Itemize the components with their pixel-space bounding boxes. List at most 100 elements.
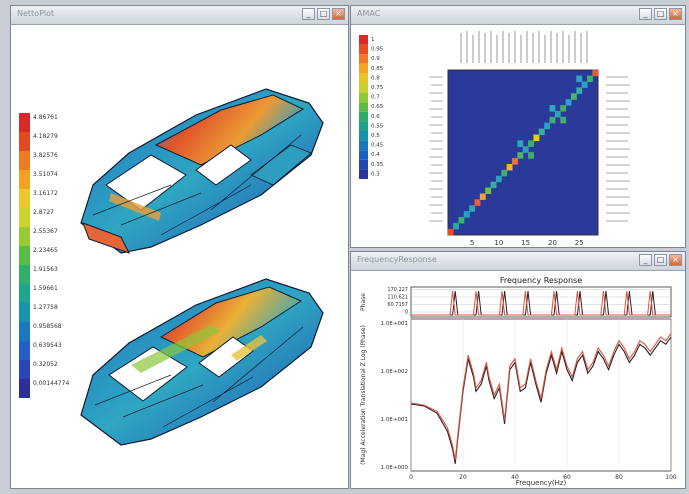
legend-swatch	[359, 159, 368, 170]
frf-window-titlebar[interactable]: FrequencyResponse _ □ ×	[351, 252, 685, 271]
legend-swatch	[19, 113, 30, 132]
car-body-mode-bottom	[80, 278, 324, 446]
mac-cell	[576, 75, 583, 83]
legend-swatch	[19, 265, 30, 284]
minimize-button[interactable]: _	[302, 8, 315, 20]
legend-swatch	[19, 170, 30, 189]
close-button[interactable]: ×	[669, 8, 682, 20]
legend-value: 4.86761	[33, 114, 58, 121]
mac-cell	[533, 134, 540, 142]
legend-swatch	[359, 92, 368, 103]
legend-value: 0.32052	[33, 361, 58, 368]
frequency-axis: 0 20 40 60 80 100	[409, 319, 677, 481]
mac-cell	[463, 211, 470, 218]
frequency-axis-label: Frequency(Hz)	[516, 479, 567, 487]
contour-canvas[interactable]: 4.86761 4.18279 3.82576 3.51074 3.16172 2.872…	[11, 25, 348, 489]
magnitude-line-1	[410, 336, 672, 464]
mac-cell	[517, 152, 524, 159]
magnitude-axis-label: (Mag) Acceleration Translational Z Log (…	[360, 325, 367, 465]
mac-cell	[549, 105, 556, 112]
legend-value: 1.27758	[33, 304, 58, 311]
legend-value: 3.16172	[33, 190, 58, 197]
mac-cell	[565, 99, 572, 106]
legend-value: 0.639543	[33, 342, 62, 349]
mac-cell	[560, 105, 567, 112]
magnitude-tick: 1.0E+001	[381, 321, 408, 327]
maximize-button[interactable]: □	[654, 8, 667, 20]
minimize-button[interactable]: _	[639, 254, 652, 266]
close-button[interactable]: ×	[669, 254, 682, 266]
legend-swatch	[19, 360, 30, 379]
phase-line-2	[411, 290, 671, 316]
contour-legend: 4.86761 4.18279 3.82576 3.51074 3.16172 2.872…	[19, 113, 69, 398]
mac-cell	[447, 228, 454, 236]
legend-swatch	[19, 189, 30, 208]
frf-chart-title: Frequency Response	[500, 276, 582, 285]
mac-row-labels-left	[429, 76, 443, 222]
phase-tick: 0	[405, 310, 408, 316]
contour-window-title: NettoPlot	[17, 9, 55, 18]
contour-window-titlebar[interactable]: NettoPlot _ □ ×	[11, 6, 348, 25]
legend-value: 0.8	[371, 75, 380, 81]
legend-value: 2.55367	[33, 228, 58, 235]
legend-value: 1.91563	[33, 266, 58, 273]
frequency-tick: 40	[511, 474, 519, 481]
mac-cell	[490, 181, 497, 189]
mac-cell	[554, 110, 561, 118]
frequency-tick: 100	[665, 474, 677, 481]
legend-value: 0.3	[371, 171, 380, 177]
mac-cell	[528, 152, 534, 159]
mac-matrix-cells	[447, 69, 599, 236]
mac-cell	[495, 175, 502, 183]
mac-cell	[528, 140, 534, 147]
legend-value: 1.59661	[33, 285, 58, 292]
mac-x-axis: 5 10 15 20 25	[470, 239, 584, 247]
legend-swatch	[359, 63, 368, 74]
legend-value: 0.00144774	[33, 380, 69, 387]
legend-swatch	[359, 83, 368, 93]
contour-plot-window[interactable]: NettoPlot _ □ × 4.86761 4.18279 3.82576 3.5…	[10, 5, 349, 489]
minimize-button[interactable]: _	[639, 8, 652, 20]
mac-cell	[576, 87, 583, 94]
legend-value: 1	[371, 37, 375, 43]
frequency-tick: 0	[409, 474, 413, 481]
legend-value: 0.45	[371, 143, 384, 149]
mac-cell	[506, 163, 513, 171]
legend-swatch	[359, 35, 368, 45]
legend-swatch	[359, 102, 368, 112]
mac-window-titlebar[interactable]: AMAC _ □ ×	[351, 6, 685, 25]
legend-value: 0.6	[371, 114, 380, 120]
legend-value: 4.18279	[33, 133, 58, 140]
legend-value: 3.82576	[33, 152, 58, 159]
legend-swatch	[359, 150, 368, 160]
legend-swatch	[19, 284, 30, 303]
magnitude-plot-area	[410, 318, 672, 472]
frf-canvas[interactable]: Frequency Response 170.227 110.62160.7157…	[351, 271, 685, 489]
mac-cell	[522, 146, 529, 153]
maximize-button[interactable]: □	[317, 8, 330, 20]
close-button[interactable]: ×	[332, 8, 345, 20]
legend-swatch	[359, 73, 368, 83]
mac-window[interactable]: AMAC _ □ × 1 0.95 0.9 0.85 0.8 0.75 0.7 0.65 0.6…	[350, 5, 686, 248]
maximize-button[interactable]: □	[654, 254, 667, 266]
legend-swatch	[359, 44, 368, 55]
legend-value: 0.958568	[33, 323, 62, 330]
mac-cell	[474, 199, 481, 206]
mac-x-tick: 15	[521, 239, 530, 247]
legend-value: 3.51074	[33, 171, 58, 178]
mac-cell	[485, 187, 492, 195]
mac-cell	[453, 222, 459, 230]
mac-x-tick: 20	[548, 239, 557, 247]
mac-legend: 1 0.95 0.9 0.85 0.8 0.75 0.7 0.65 0.6 0.55 0.5 0.45…	[359, 35, 384, 179]
legend-swatch	[359, 54, 368, 64]
legend-swatch	[19, 151, 30, 170]
frf-window[interactable]: FrequencyResponse _ □ × Frequency Respon…	[350, 251, 686, 489]
legend-value: 0.9	[371, 56, 380, 62]
magnitude-tick: 1.0E+002	[381, 369, 408, 375]
phase-tick: 60.7157	[387, 302, 408, 308]
mac-canvas[interactable]: 10.950.90.850.80.750.70.650.60.550.50.45…	[351, 25, 685, 248]
mac-cell	[469, 205, 476, 212]
mac-cell	[517, 140, 524, 147]
legend-swatch	[359, 131, 368, 141]
phase-axis-label: Phase	[360, 293, 367, 311]
